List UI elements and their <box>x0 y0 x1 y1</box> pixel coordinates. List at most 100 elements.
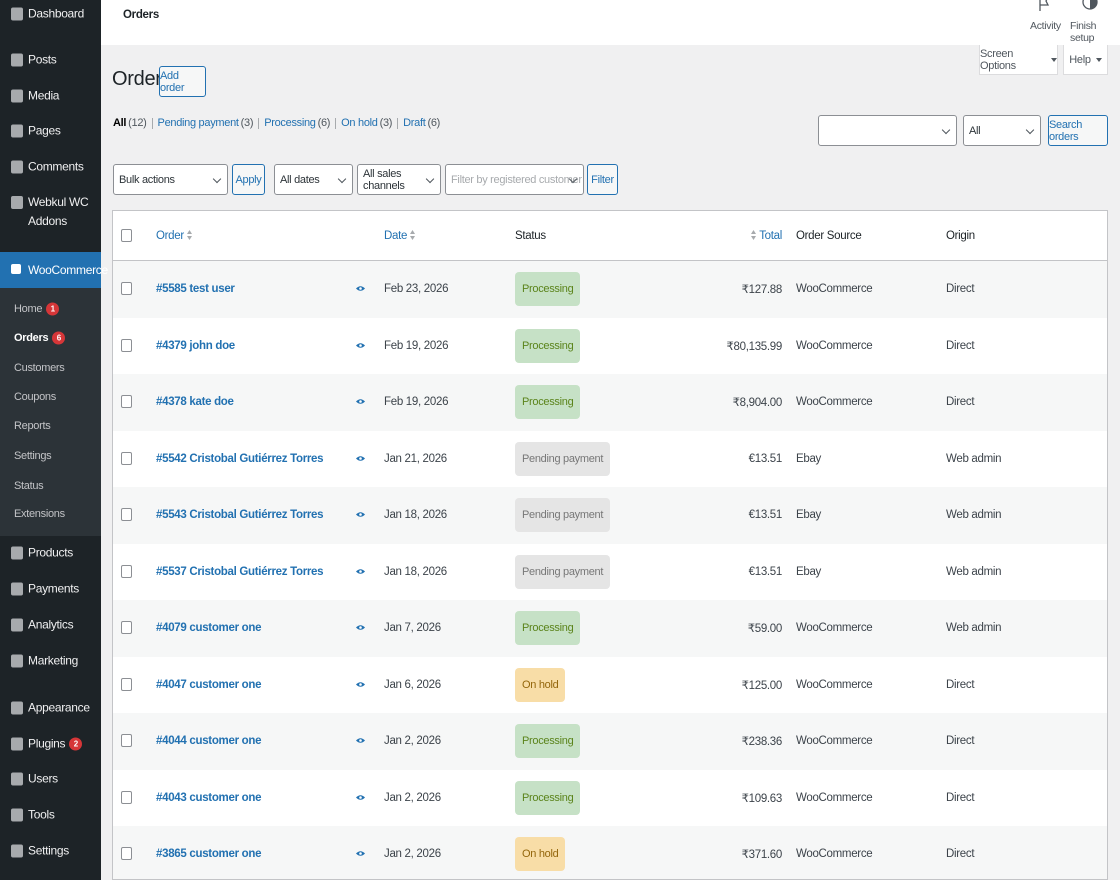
submenu-item[interactable]: Customers <box>14 362 65 374</box>
eye-icon <box>356 738 365 743</box>
row-checkbox[interactable] <box>121 508 132 521</box>
submenu-item[interactable]: Coupons <box>14 391 56 403</box>
finish-setup-link[interactable]: Finish setup <box>1070 20 1097 44</box>
preview-button[interactable] <box>356 735 365 747</box>
menu-item[interactable]: WooCommerce <box>0 252 108 288</box>
order-link[interactable]: #4047 customer one <box>156 678 262 691</box>
filter-separator <box>397 117 399 129</box>
menu-item[interactable]: Marketing <box>0 652 101 671</box>
row-checkbox[interactable] <box>121 790 132 804</box>
submenu-label: Coupons <box>14 391 56 403</box>
row-checkbox[interactable] <box>121 621 132 634</box>
order-link[interactable]: #5543 Cristobal Gutiérrez Torres <box>156 509 324 522</box>
customer-filter[interactable]: Filter by registered customer <box>445 164 584 195</box>
submenu-item[interactable]: Extensions <box>14 508 65 520</box>
apply-button[interactable]: Apply <box>232 164 265 195</box>
dates-select[interactable]: All dates <box>274 164 353 195</box>
screen-options-button[interactable]: Screen Options <box>979 45 1058 75</box>
channels-select[interactable]: All sales channels <box>357 164 441 195</box>
menu-item[interactable]: Pages <box>0 122 101 141</box>
menu-item[interactable]: Payments <box>0 580 101 599</box>
search-orders-button[interactable]: Search orders <box>1048 115 1108 146</box>
menu-item[interactable]: Media <box>0 87 101 106</box>
order-status: Processing <box>515 724 581 759</box>
menu-item[interactable]: Analytics <box>0 616 101 635</box>
select-all-checkbox[interactable] <box>121 229 132 242</box>
preview-button[interactable] <box>356 396 365 408</box>
activity-link[interactable]: Activity <box>1030 20 1061 32</box>
search-input[interactable] <box>818 115 957 146</box>
menu-item[interactable]: Dashboard <box>0 5 101 24</box>
filter-link[interactable]: All <box>113 117 127 129</box>
order-source: WooCommerce <box>796 396 873 409</box>
filter-link[interactable]: On hold <box>341 117 378 129</box>
menu-label: Comments <box>28 159 84 174</box>
menu-item[interactable]: Webkul WC Addons <box>0 193 101 231</box>
row-checkbox[interactable] <box>121 338 132 352</box>
order-date: Jan 6, 2026 <box>384 678 441 691</box>
menu-label: Dashboard <box>28 6 85 21</box>
row-checkbox[interactable] <box>121 282 132 295</box>
column-header[interactable]: Date <box>384 230 418 242</box>
row-checkbox[interactable] <box>121 564 132 578</box>
bulk-actions-select[interactable]: Bulk actions <box>113 164 228 195</box>
submenu-item[interactable]: Home 1 <box>14 302 60 316</box>
row-checkbox[interactable] <box>121 734 132 747</box>
order-link[interactable]: #4079 customer one <box>156 622 262 635</box>
submenu-item[interactable]: Status <box>14 480 44 492</box>
menu-item[interactable]: Tools <box>0 806 101 825</box>
menu-item[interactable]: Comments <box>0 158 101 177</box>
column-header: Order Source <box>796 230 862 242</box>
order-row: #4379 john doe Feb 19, 2026 Processing ₹80,… <box>113 317 1107 374</box>
help-button[interactable]: Help <box>1063 45 1108 75</box>
order-link[interactable]: #5542 Cristobal Gutiérrez Torres <box>156 452 324 465</box>
menu-label: Pages <box>28 123 61 138</box>
filter-button[interactable]: Filter <box>587 164 618 195</box>
order-link[interactable]: #4043 customer one <box>156 791 262 804</box>
submenu-item[interactable]: Settings <box>14 450 52 462</box>
menu-item[interactable]: Posts <box>0 51 101 70</box>
order-link[interactable]: #3865 customer one <box>156 848 262 861</box>
order-link[interactable]: #5585 test user <box>156 283 235 296</box>
eye-icon <box>356 682 365 687</box>
submenu-item[interactable]: Reports <box>14 420 51 432</box>
filter-link[interactable]: Pending payment <box>157 117 239 129</box>
menu-item[interactable]: Plugins 2 <box>0 735 101 754</box>
add-order-button[interactable]: Add order <box>159 66 206 97</box>
row-checkbox[interactable] <box>121 395 132 408</box>
column-header[interactable]: Total <box>748 230 782 242</box>
filter-link[interactable]: Draft <box>403 117 426 129</box>
preview-button[interactable] <box>356 509 365 521</box>
preview-button[interactable] <box>356 679 365 691</box>
menu-item[interactable]: Settings <box>0 842 101 861</box>
menu-label: Analytics <box>28 617 74 632</box>
order-link[interactable]: #4379 john doe <box>156 339 235 352</box>
preview-button[interactable] <box>356 340 365 352</box>
menu-icon <box>11 701 23 715</box>
row-checkbox[interactable] <box>121 677 132 691</box>
row-checkbox[interactable] <box>121 451 132 465</box>
row-checkbox[interactable] <box>121 847 132 860</box>
eye-icon <box>356 343 365 348</box>
filter-count: (3) <box>240 117 254 129</box>
order-link[interactable]: #4044 customer one <box>156 735 262 748</box>
search-select[interactable]: All <box>963 115 1041 146</box>
preview-button[interactable] <box>356 283 365 295</box>
order-status: Processing <box>515 780 581 815</box>
eye-icon <box>356 286 365 291</box>
preview-button[interactable] <box>356 622 365 634</box>
preview-button[interactable] <box>356 566 365 578</box>
column-header[interactable]: Order <box>156 230 195 242</box>
filter-link[interactable]: Processing <box>264 117 316 129</box>
submenu-item[interactable]: Orders 6 <box>14 331 66 345</box>
menu-item[interactable]: Appearance <box>0 699 101 718</box>
preview-button[interactable] <box>356 792 365 804</box>
preview-button[interactable] <box>356 848 365 860</box>
menu-item[interactable]: Users <box>0 770 101 789</box>
preview-button[interactable] <box>356 453 365 465</box>
order-row: #5543 Cristobal Gutiérrez Torres Jan 18, … <box>113 487 1107 544</box>
menu-item[interactable]: Products <box>0 544 101 563</box>
order-link[interactable]: #5537 Cristobal Gutiérrez Torres <box>156 565 324 578</box>
order-link[interactable]: #4378 kate doe <box>156 396 234 409</box>
eye-icon <box>356 851 365 856</box>
